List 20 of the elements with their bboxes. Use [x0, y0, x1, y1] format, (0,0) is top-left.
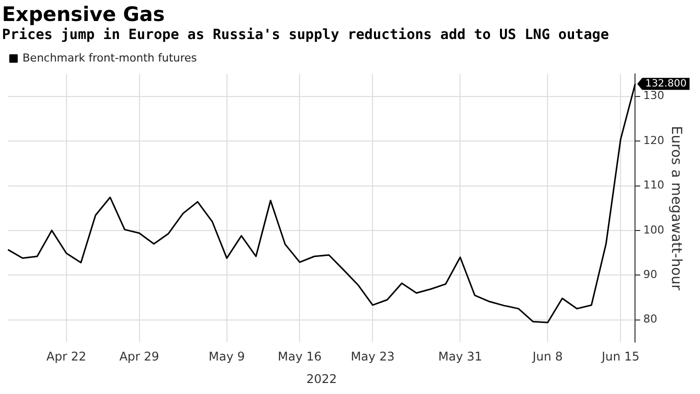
x-tick-label: May 23 — [350, 350, 395, 364]
x-tick-label: Jun 15 — [600, 350, 640, 364]
x-tick-label: May 31 — [438, 350, 482, 364]
data-label: 132.800 — [645, 78, 687, 90]
y-tick-label: 80 — [643, 312, 658, 326]
x-tick-label: May 16 — [278, 350, 322, 364]
x-tick-label: Apr 22 — [46, 350, 86, 364]
x-tick-label: Jun 8 — [532, 350, 563, 364]
y-tick-label: 120 — [643, 134, 664, 147]
chart-subtitle: Prices jump in Europe as Russia's supply reductions add to US LNG outage — [2, 27, 610, 43]
x-tick-label: May 9 — [208, 350, 245, 364]
x-axis-title: 2022 — [306, 372, 337, 386]
y-axis-title: Euros a megawatt-hour — [668, 126, 684, 291]
chart-title: Expensive Gas — [2, 2, 166, 26]
y-tick-label: 130 — [643, 89, 664, 102]
y-tick-label: 100 — [643, 223, 664, 236]
legend-label: Benchmark front-month futures — [22, 51, 198, 64]
y-tick-label: 90 — [643, 268, 658, 282]
x-tick-label: Apr 29 — [119, 350, 160, 364]
y-tick-label: 110 — [643, 178, 664, 192]
